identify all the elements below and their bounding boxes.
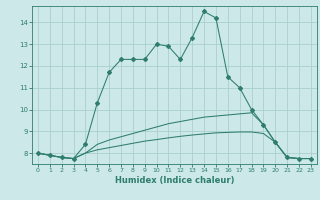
X-axis label: Humidex (Indice chaleur): Humidex (Indice chaleur) — [115, 176, 234, 185]
